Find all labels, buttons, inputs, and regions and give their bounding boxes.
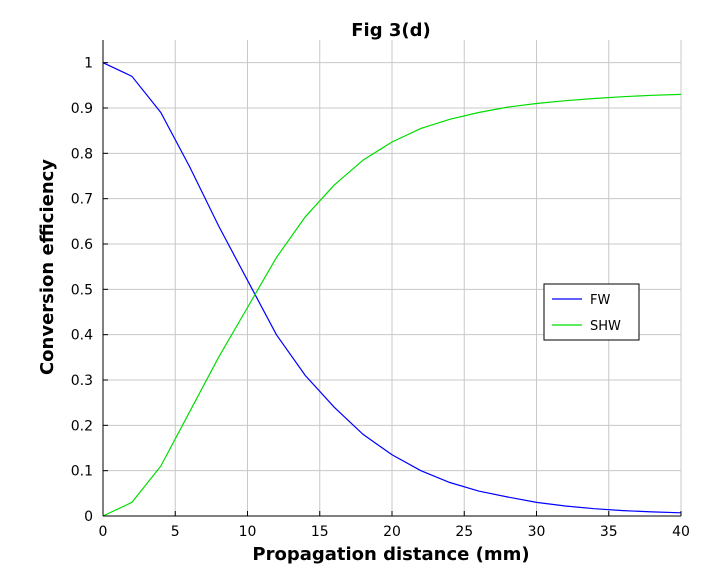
x-tick-label: 0 xyxy=(99,524,108,540)
y-tick-label: 0.1 xyxy=(71,464,93,480)
legend: FW SHW xyxy=(543,283,640,341)
series-lines xyxy=(102,62,682,517)
y-tick-label: 0.5 xyxy=(71,282,93,298)
y-tick-label: 0.4 xyxy=(71,328,93,344)
series-line-shw xyxy=(102,93,682,517)
y-tick-label: 0.2 xyxy=(71,418,93,434)
y-tick-label: 0.9 xyxy=(71,101,93,117)
y-tick-label: 0.7 xyxy=(71,192,93,208)
y-tick-label: 0.3 xyxy=(71,373,93,389)
x-axis-ticks: 0 5 10 15 20 25 30 35 40 xyxy=(99,511,690,540)
x-tick-label: 30 xyxy=(528,524,546,540)
x-tick-label: 20 xyxy=(383,524,401,540)
y-tick-label: 0 xyxy=(84,509,93,525)
legend-label-shw: SHW xyxy=(590,319,621,334)
legend-label-fw: FW xyxy=(590,293,610,308)
x-axis-label: Propagation distance (mm) xyxy=(252,544,529,565)
y-axis-ticks: 0 0.1 0.2 0.3 0.4 0.5 0.6 0.7 0.8 0.9 1 xyxy=(71,56,108,525)
series-line-fw xyxy=(102,62,682,514)
y-tick-label: 0.6 xyxy=(71,237,93,253)
x-tick-label: 40 xyxy=(672,524,690,540)
x-tick-label: 15 xyxy=(311,524,329,540)
y-tick-label: 0.8 xyxy=(71,146,93,162)
grid-lines xyxy=(102,40,682,517)
x-tick-label: 25 xyxy=(455,524,473,540)
x-tick-label: 10 xyxy=(239,524,257,540)
x-tick-label: 5 xyxy=(171,524,180,540)
chart-title: Fig 3(d) xyxy=(351,20,430,41)
x-tick-label: 35 xyxy=(600,524,618,540)
y-tick-label: 1 xyxy=(84,56,93,72)
legend-box xyxy=(543,283,640,341)
y-axis-label: Conversion efficiency xyxy=(37,159,58,375)
